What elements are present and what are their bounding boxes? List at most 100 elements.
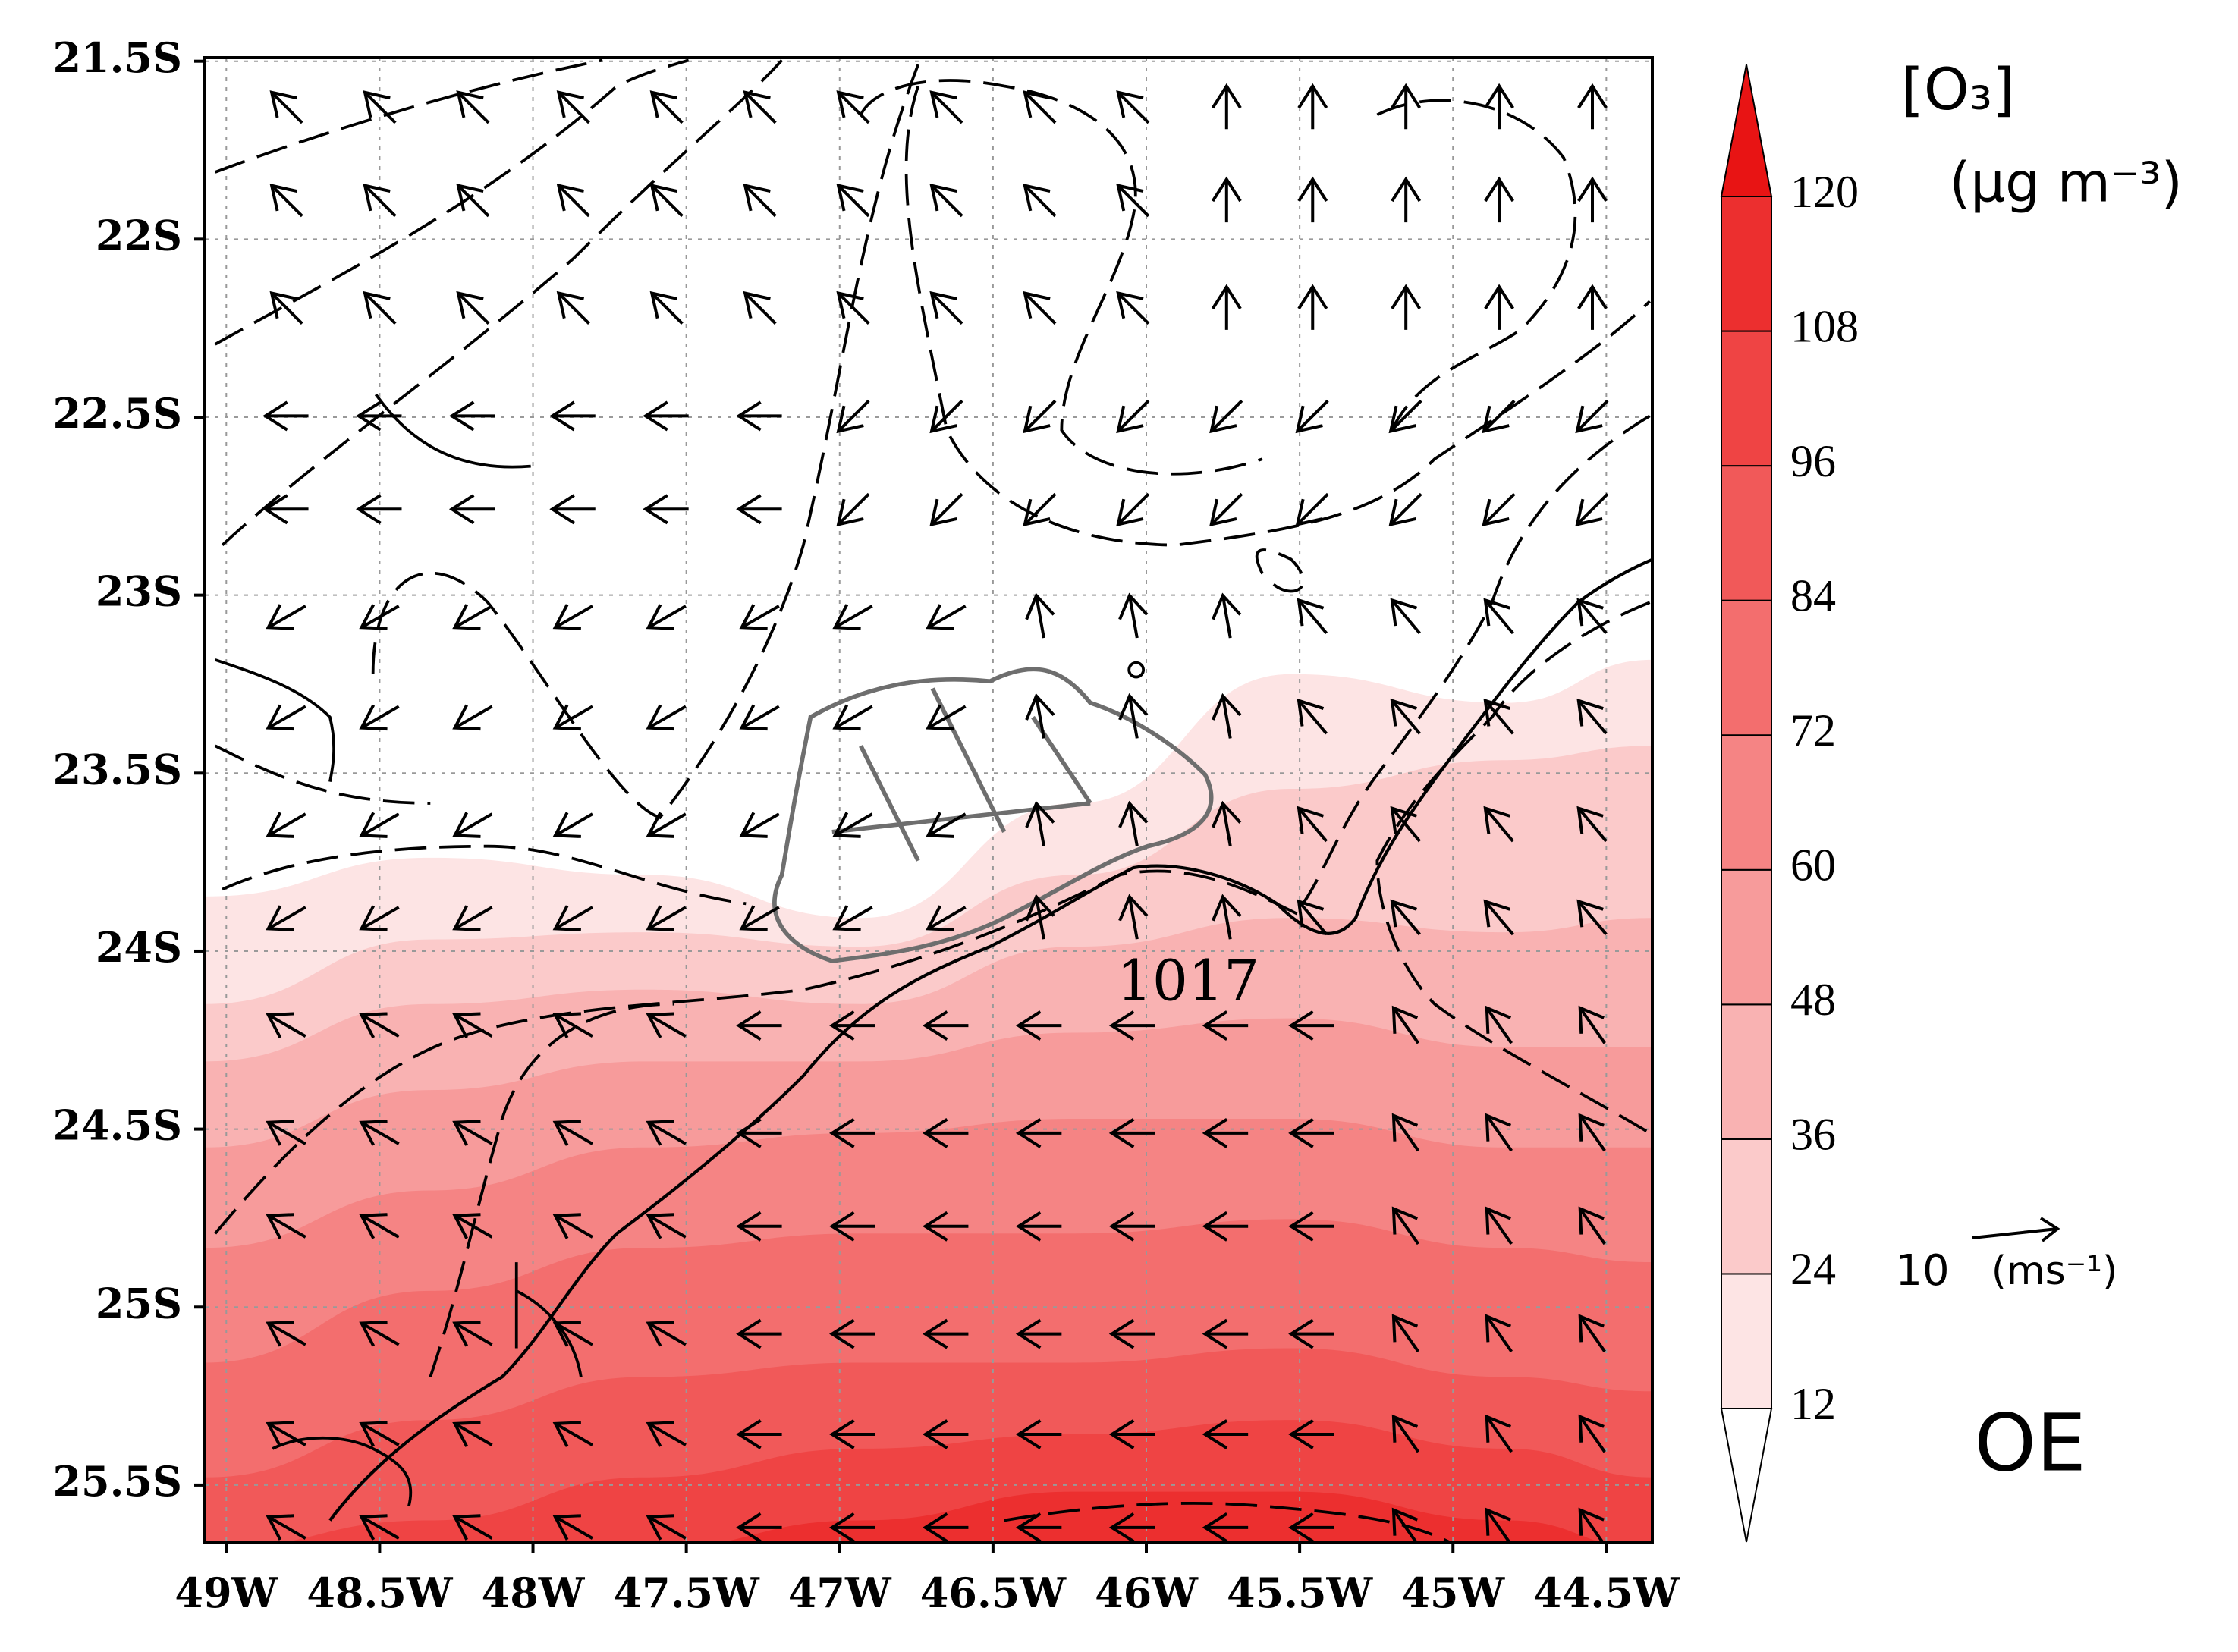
wind-vector [646, 1421, 687, 1447]
wind-vector [1297, 83, 1328, 130]
wind-vector [266, 1012, 306, 1038]
wind-vector [829, 1211, 875, 1242]
wind-vector [1483, 806, 1514, 843]
wind-vector [836, 399, 870, 434]
wind-vector [929, 399, 963, 434]
wind-vector [829, 1117, 875, 1148]
wind-vector [1391, 284, 1422, 330]
wind-vector [1390, 698, 1421, 735]
wind-vector [646, 812, 687, 838]
wind-vector [552, 1421, 593, 1447]
wind-vector [1202, 1010, 1249, 1041]
wind-vector [1578, 1005, 1606, 1044]
wind-vector [363, 184, 397, 218]
wind-vector [359, 905, 400, 931]
wind-vector [1482, 492, 1516, 527]
wind-vector [1485, 1414, 1513, 1453]
wind-vector [359, 1321, 400, 1347]
metropolitan-outline [772, 667, 1214, 963]
wind-vector [1391, 1113, 1420, 1152]
y-tick-label: 24S [96, 923, 182, 972]
wind-vector [549, 494, 596, 525]
wind-vector [739, 812, 780, 838]
wind-vector [736, 1512, 782, 1542]
wind-vector [262, 494, 309, 525]
wind-vector [1390, 806, 1421, 843]
colorbar-segment [1721, 330, 1772, 467]
wind-vector [646, 1213, 687, 1239]
wind-vector [556, 291, 590, 325]
y-tick-label: 23.5S [52, 745, 182, 793]
wind-vector [266, 604, 306, 630]
wind-vector [266, 1321, 306, 1347]
wind-vector [1297, 698, 1328, 735]
colorbar-segment [1721, 599, 1772, 736]
wind-vector [929, 492, 963, 527]
wind-vector [1108, 1010, 1155, 1041]
x-tick-label: 45W [1401, 1569, 1505, 1617]
wind-vector [456, 184, 490, 218]
wind-vector [1025, 894, 1055, 940]
wind-vector [552, 1514, 593, 1541]
wind-vector [452, 604, 493, 630]
coastline-inland [215, 393, 583, 1507]
wind-vector [552, 604, 593, 630]
wind-vector [1023, 291, 1057, 325]
wind-vector [743, 184, 777, 218]
colorbar-label: 96 [1790, 436, 1836, 486]
wind-vector [832, 704, 873, 731]
wind-vector [922, 1419, 969, 1449]
wind-vector [552, 1321, 593, 1347]
colorbar-label: 48 [1790, 975, 1836, 1025]
wind-vector [1118, 693, 1149, 739]
x-tick-label: 44.5W [1533, 1569, 1680, 1617]
wind-vector [926, 905, 967, 931]
wind-vector [1391, 1414, 1420, 1453]
wind-vector [1023, 492, 1057, 527]
wind-vector [452, 704, 493, 731]
wind-vector [1297, 899, 1328, 936]
wind-vector [1202, 1419, 1249, 1449]
wind-vector [552, 704, 593, 731]
wind-vector [1578, 1414, 1606, 1453]
wind-vector [739, 604, 780, 630]
wind-vector [359, 1213, 400, 1239]
wind-vector [646, 604, 687, 630]
wind-vector [1211, 284, 1242, 330]
colorbar: 12 24 36 48 60 72 84 96 108 120 [1720, 64, 1859, 1543]
wind-vector [549, 400, 596, 432]
wind-vector [266, 704, 306, 731]
y-tick-label: 25.5S [52, 1457, 182, 1506]
wind-vector [269, 291, 303, 325]
wind-vector [1118, 592, 1149, 639]
contour-label: 1017 [1117, 948, 1259, 1013]
wind-vector [452, 1213, 493, 1239]
colorbar-label: 120 [1790, 167, 1859, 217]
wind-vector [836, 492, 870, 527]
wind-vector [1116, 90, 1150, 124]
wind-vector [359, 1012, 400, 1038]
y-tick-label: 23S [96, 567, 182, 616]
wind-vector [922, 1318, 969, 1349]
wind-vector [736, 1117, 782, 1148]
wind-vector [829, 1419, 875, 1449]
wind-vector [552, 1120, 593, 1146]
wind-vector [649, 90, 684, 124]
wind-vector [829, 1318, 875, 1349]
contour-loop [1127, 661, 1146, 679]
wind-vector [646, 1514, 687, 1541]
wind-vector [1015, 1010, 1062, 1041]
wind-vector [1212, 693, 1242, 739]
wind-vector [363, 291, 397, 325]
wind-vector [1025, 592, 1055, 639]
wind-vector [1295, 492, 1329, 527]
wind-vector [743, 90, 777, 124]
wind-vector [926, 812, 967, 838]
wind-vector [1485, 1507, 1512, 1542]
wind-vector [1576, 899, 1608, 936]
wind-vector [452, 1514, 493, 1541]
wind-vector [359, 1421, 400, 1447]
wind-vector [829, 1512, 875, 1542]
wind-vector [1209, 492, 1243, 527]
wind-vector [1108, 1512, 1155, 1542]
